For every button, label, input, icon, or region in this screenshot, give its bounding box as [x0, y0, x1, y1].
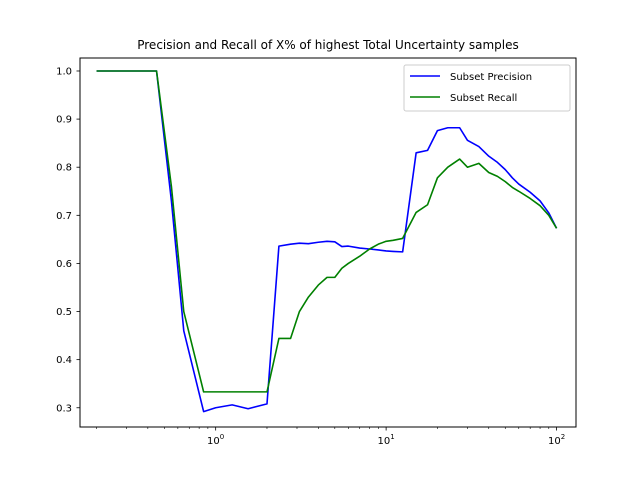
series-line-recall: [96, 70, 558, 393]
y-tick-label: 0.9: [56, 115, 72, 126]
y-tick-label: 0.3: [56, 403, 72, 414]
y-tick-label: 0.6: [56, 259, 72, 270]
series-line-precision: [96, 70, 558, 413]
y-tick-label: 0.5: [56, 307, 72, 318]
y-axis: 0.3 0.4 0.5 0.6 0.7 0.8 0.9 1.0: [56, 66, 80, 414]
y-tick-label: 0.4: [56, 355, 72, 366]
y-tick-label: 0.7: [56, 211, 72, 222]
y-tick-label: 1.0: [56, 66, 72, 77]
legend: Subset Precision Subset Recall: [403, 64, 571, 112]
legend-box: [403, 64, 571, 112]
legend-label-precision: Subset Precision: [450, 72, 532, 83]
axes-frame: [79, 57, 577, 428]
y-tick-label: 0.8: [56, 163, 72, 174]
plot-area: [96, 70, 558, 413]
chart-title: Precision and Recall of X% of highest To…: [137, 38, 519, 52]
legend-label-recall: Subset Recall: [450, 93, 517, 104]
